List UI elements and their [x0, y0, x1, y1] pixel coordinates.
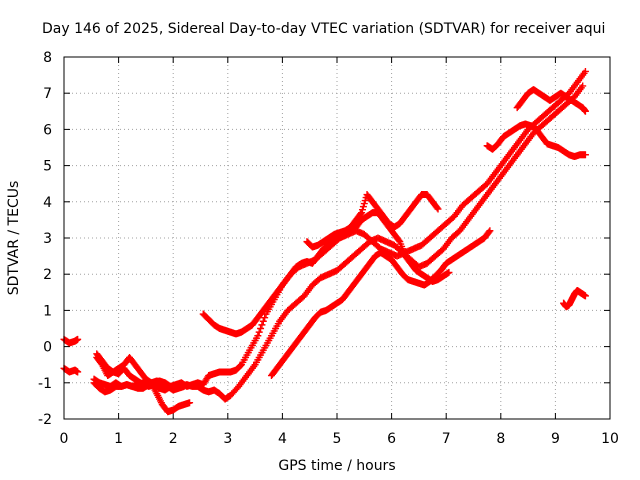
- x-tick-label: 10: [601, 431, 619, 447]
- data-point: [433, 204, 441, 212]
- x-tick-label: 0: [60, 431, 69, 447]
- x-tick-label: 9: [551, 431, 560, 447]
- x-tick-label: 8: [496, 431, 505, 447]
- x-tick-label: 4: [278, 431, 287, 447]
- data-point: [74, 335, 82, 343]
- data-point: [180, 382, 188, 390]
- chart-title: Day 146 of 2025, Sidereal Day-to-day VTE…: [42, 21, 605, 37]
- y-tick-label: 3: [43, 231, 52, 247]
- data-point: [186, 399, 194, 407]
- data-point: [74, 368, 82, 376]
- data-point: [485, 228, 493, 236]
- x-axis-label: GPS time / hours: [278, 458, 395, 474]
- y-tick-label: 2: [43, 267, 52, 283]
- y-tick-label: 4: [43, 195, 52, 211]
- data-point: [445, 268, 453, 276]
- data-point: [486, 227, 494, 235]
- data-point: [255, 328, 263, 336]
- data-marks: [60, 67, 589, 416]
- y-tick-label: -2: [38, 412, 52, 428]
- plot-frame: [63, 56, 611, 420]
- x-tick-labels: 0 1 2 3 4 5 6 7 8 9 10: [60, 431, 619, 447]
- data-point: [581, 107, 589, 115]
- x-tick-label: 2: [169, 431, 178, 447]
- data-point: [254, 332, 262, 340]
- y-tick-label: 6: [43, 122, 52, 138]
- x-tick-label: 6: [387, 431, 396, 447]
- data-point: [581, 67, 589, 75]
- y-tick-labels: -2 -1 0 1 2 3 4 5 6 7 8: [38, 50, 52, 428]
- x-tick-label: 3: [223, 431, 232, 447]
- y-tick-label: 8: [43, 50, 52, 66]
- data-point: [257, 325, 265, 332]
- y-tick-label: -1: [38, 376, 52, 392]
- data-point: [581, 292, 589, 300]
- y-tick-label: 7: [43, 86, 52, 102]
- x-tick-label: 5: [333, 431, 342, 447]
- data-point: [581, 151, 589, 159]
- data-point: [259, 317, 267, 325]
- data-point: [395, 236, 403, 244]
- x-tick-label: 7: [442, 431, 451, 447]
- y-axis-label: SDTVAR / TECUs: [6, 181, 22, 296]
- x-tick-label: 1: [114, 431, 123, 447]
- data-point: [357, 210, 365, 218]
- y-tick-label: 5: [43, 159, 52, 175]
- data-point: [261, 314, 269, 322]
- ticks-layer: [63, 56, 611, 420]
- y-tick-label: 1: [43, 303, 52, 319]
- data-point: [434, 205, 442, 213]
- y-tick-label: 0: [43, 340, 52, 356]
- data-point: [579, 82, 587, 90]
- data-point: [258, 321, 266, 329]
- grid-layer: [64, 57, 610, 419]
